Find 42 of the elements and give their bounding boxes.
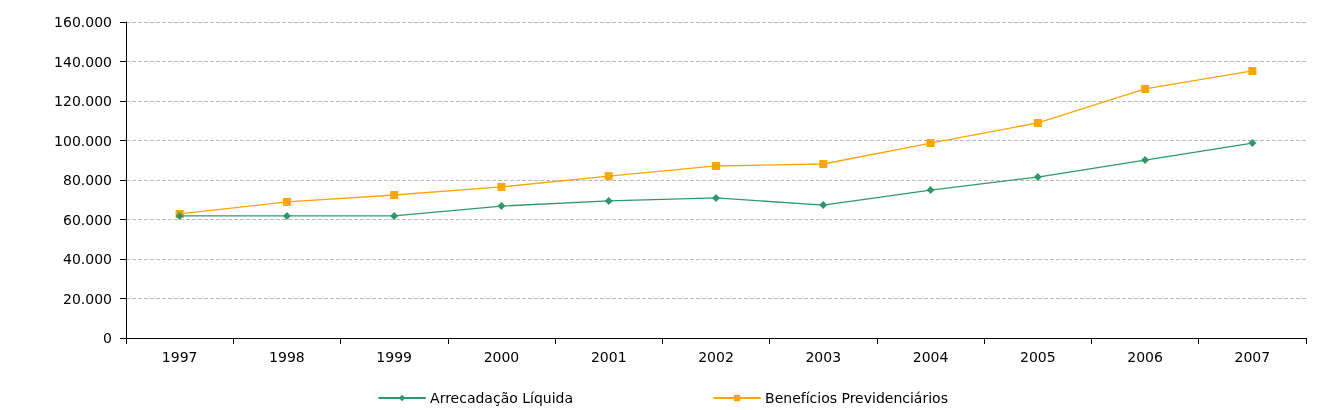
legend-label: Benefícios Previdenciários <box>765 390 948 406</box>
y-tick-label: 160.000 <box>54 14 112 30</box>
point <box>390 191 399 200</box>
y-tick-label: 80.000 <box>63 172 112 188</box>
x-tick-label: 2003 <box>805 349 842 365</box>
y-tick-label: 100.000 <box>54 132 112 149</box>
point <box>604 196 613 205</box>
legend-label: Arrecadação Líquida <box>430 390 574 406</box>
point <box>926 186 935 195</box>
y-tick-label: 120.000 <box>54 93 112 109</box>
x-tick-label: 2004 <box>912 349 949 365</box>
point <box>819 160 828 168</box>
point <box>1141 156 1150 165</box>
x-tick-label: 2001 <box>590 349 627 365</box>
point <box>282 211 291 220</box>
y-tick-label: 0 <box>103 330 112 346</box>
point <box>712 193 720 202</box>
x-tick-label: 2007 <box>1234 349 1271 365</box>
y-tick-label: 20.000 <box>63 290 112 307</box>
x-tick-label: 1999 <box>376 349 412 365</box>
x-tick-label: 2000 <box>483 349 520 365</box>
point <box>604 172 613 181</box>
point <box>497 182 506 191</box>
point <box>926 139 935 148</box>
point <box>712 161 720 170</box>
y-tick-label: 40.000 <box>63 251 112 267</box>
point <box>1033 173 1042 182</box>
point <box>1248 66 1257 75</box>
x-tick-label: 2002 <box>698 349 734 365</box>
point <box>1033 118 1042 127</box>
point <box>1141 84 1150 93</box>
point <box>1248 139 1257 148</box>
point <box>390 211 399 220</box>
y-tick-label: 140.000 <box>54 53 112 70</box>
point <box>819 201 828 210</box>
x-tick-label: 1998 <box>269 349 305 365</box>
y-tick-label: 60.000 <box>63 211 112 228</box>
x-tick-label: 2005 <box>1020 349 1056 365</box>
x-tick-label: 2006 <box>1127 349 1163 365</box>
x-tick-label: 1997 <box>161 349 198 365</box>
point <box>497 202 506 211</box>
point <box>282 197 291 206</box>
